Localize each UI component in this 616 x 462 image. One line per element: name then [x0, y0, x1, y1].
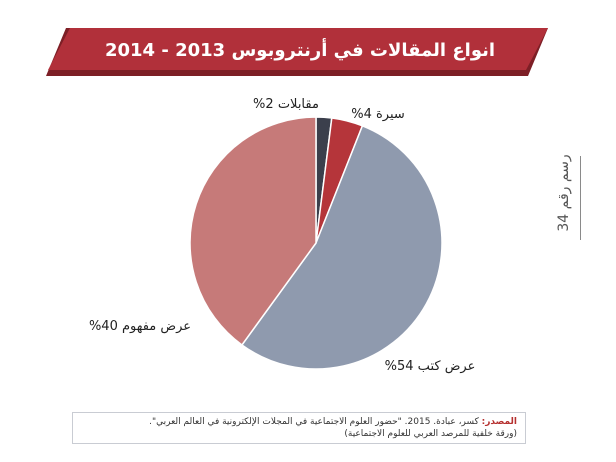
chart-title: انواع المقالات في أرنتروبوس 2013 - 2014: [105, 38, 495, 61]
figure-label-text: رسم رقم 34: [556, 154, 572, 232]
slice-label-book-reviews: عرض كتب 54%: [385, 359, 476, 374]
slice-label-concept-reviews: عرض مفهوم 40%: [89, 319, 191, 334]
slice-label-biography: سيرة 4%: [351, 107, 405, 122]
source-key: المصدر:: [481, 417, 517, 427]
banner-bar: [48, 28, 548, 70]
pie-slice-concept-reviews: [189, 116, 317, 346]
pie-slice-book-reviews: [240, 124, 443, 370]
slice-label-interviews: مقابلات 2%: [253, 97, 319, 112]
title-banner: انواع المقالات في أرنتروبوس 2013 - 2014: [46, 28, 548, 76]
source-line-1: المصدر: كسر، عبادة. 2015. "حضور العلوم ا…: [81, 416, 517, 428]
pie-slices: [189, 116, 443, 370]
pie-labels: مقابلات 2% سيرة 4% عرض كتب 54% عرض مفهوم…: [89, 97, 475, 374]
figure-label-rule: [580, 156, 581, 240]
source-line-2: (ورقة خلفية للمرصد العربي للعلوم الاجتما…: [344, 429, 517, 439]
source-note: المصدر: كسر، عبادة. 2015. "حضور العلوم ا…: [72, 412, 526, 444]
source-citation: كسر، عبادة. 2015. "حضور العلوم الاجتماعي…: [149, 417, 479, 427]
figure-label: رسم رقم 34: [551, 154, 577, 238]
